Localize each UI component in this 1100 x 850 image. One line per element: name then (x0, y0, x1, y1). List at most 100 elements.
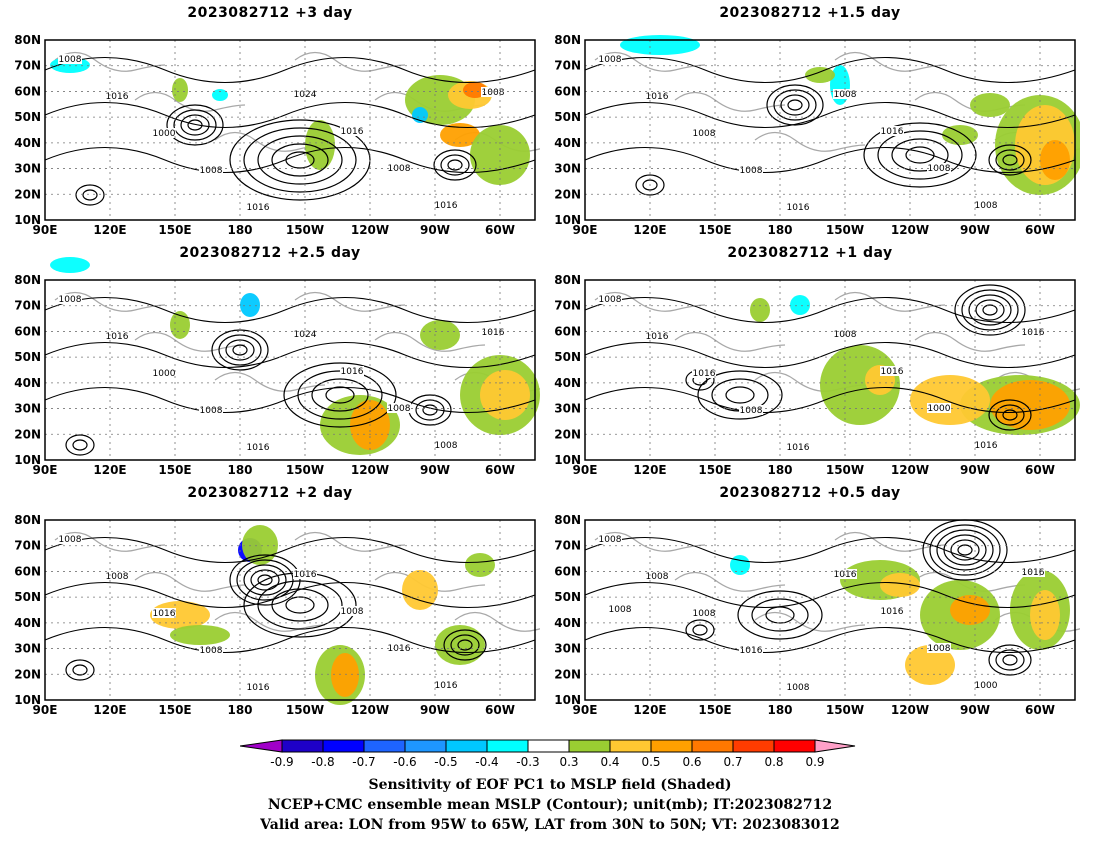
lat-tick-label: 30N (554, 162, 581, 176)
isobar-label-bg (692, 608, 716, 618)
high-pressure-contour (311, 378, 369, 412)
low-pressure-contour (635, 174, 665, 196)
sensitivity-patch (990, 380, 1070, 430)
isobar-label-bg (739, 165, 763, 175)
isobar-label-bg (481, 327, 505, 337)
map-frame (584, 279, 1076, 461)
lon-tick-label: 150W (826, 223, 864, 237)
lon-tick-label: 150E (698, 703, 731, 717)
coastline (594, 51, 706, 72)
low-pressure-contour (995, 149, 1025, 171)
isobar-label: 1016 (1022, 568, 1045, 578)
sensitivity-patch (212, 89, 228, 101)
panel-plus-1-5-day: 2023082712 +1.5 day 1008 1016 1008 1008 1016… (540, 5, 1080, 245)
lat-tick-label: 70N (554, 299, 581, 313)
lon-tick-label: 150E (698, 463, 731, 477)
isobar-label-bg (786, 442, 810, 452)
isobar-label: 1016 (646, 92, 669, 102)
isobar-label-bg (974, 680, 998, 690)
colorbar-segment (527, 739, 570, 753)
isobar-label-bg (880, 606, 904, 616)
isobar-label-bg (739, 405, 763, 415)
high-pressure-contour (697, 370, 783, 420)
coastline (594, 291, 706, 312)
lat-tick-label: 30N (554, 402, 581, 416)
isobar-label: 1008 (482, 88, 505, 98)
lon-tick-label: 90E (33, 703, 58, 717)
low-pressure-contour (780, 94, 810, 116)
isobar-label-bg (1021, 567, 1045, 577)
lon-tick-label: 180 (227, 223, 252, 237)
lat-tick-label: 20N (554, 427, 581, 441)
low-pressure-contour (415, 399, 445, 421)
colorbar-tick-label: -0.5 (434, 755, 457, 769)
isobar-label: 1016 (106, 92, 129, 102)
lat-tick-label: 10N (14, 453, 41, 467)
panel-title: 2023082712 +1 day (727, 245, 893, 261)
lon-tick-label: 150W (286, 223, 324, 237)
coastline (454, 611, 540, 632)
low-pressure-contour (250, 569, 280, 591)
colorbar-tick-label: -0.8 (311, 755, 334, 769)
colorbar-segment (445, 739, 488, 753)
lat-tick-label: 20N (14, 187, 41, 201)
isobar-label: 1008 (928, 164, 951, 174)
lat-tick-label: 20N (14, 667, 41, 681)
isobar-label-bg (608, 604, 632, 614)
low-pressure-contour (180, 114, 210, 136)
isobar-label-bg (152, 128, 176, 138)
coastline (834, 291, 946, 312)
lat-tick-label: 30N (14, 402, 41, 416)
isobar-label: 1000 (928, 404, 951, 414)
low-pressure-contour (773, 89, 817, 121)
isobar-label: 1016 (740, 646, 763, 656)
lat-lon-grid (45, 520, 535, 700)
mslp-contours (584, 284, 1076, 431)
lat-lon-grid (45, 40, 535, 220)
lon-tick-label: 120W (891, 223, 929, 237)
high-pressure-contour (905, 146, 935, 164)
coastline (294, 291, 406, 312)
isobar-label-bg (692, 128, 716, 138)
sensitivity-patch (790, 295, 810, 315)
lat-lon-grid (585, 520, 1075, 700)
high-pressure-contour (725, 386, 755, 404)
lon-tick-label: 180 (767, 463, 792, 477)
high-pressure-contour (325, 386, 355, 404)
lon-tick-label: 120W (351, 463, 389, 477)
lon-tick-label: 90W (420, 223, 450, 237)
isobar-label-bg (692, 368, 716, 378)
lat-tick-label: 80N (14, 273, 41, 287)
panel-plus-3-day: 2023082712 +3 day 1008 1016 1000 1008 1016 10… (0, 5, 540, 245)
isobar-label: 1008 (646, 572, 669, 582)
lon-tick-label: 90E (33, 463, 58, 477)
lat-tick-label: 70N (14, 539, 41, 553)
isobar-label-bg (246, 442, 270, 452)
isobar-label-bg (199, 645, 223, 655)
isobar-label: 1008 (435, 441, 458, 451)
sensitivity-shading (150, 525, 495, 705)
lon-tick-label: 60W (1025, 703, 1055, 717)
sensitivity-patch (880, 573, 920, 597)
low-pressure-contour (766, 84, 824, 126)
lon-tick-label: 120E (93, 463, 126, 477)
coastline (134, 331, 246, 352)
isobar-label-bg (58, 534, 82, 544)
isobar-label-bg (152, 368, 176, 378)
panel-title: 2023082712 +3 day (187, 5, 353, 21)
isobar-label: 1008 (787, 683, 810, 693)
lat-tick-label: 60N (554, 324, 581, 338)
isobar (44, 296, 536, 324)
isobar-label: 1008 (740, 166, 763, 176)
lat-lon-grid (585, 40, 1075, 220)
coastline (594, 531, 706, 552)
isobar-label: 1008 (599, 535, 622, 545)
lon-tick-label: 180 (767, 223, 792, 237)
coastline (754, 131, 866, 152)
sensitivity-patch (620, 35, 700, 55)
isobar-label: 1008 (609, 605, 632, 615)
lat-tick-label: 50N (14, 590, 41, 604)
sensitivity-patch (50, 257, 90, 273)
low-pressure-contour (982, 304, 998, 316)
low-pressure-contour (995, 649, 1025, 671)
